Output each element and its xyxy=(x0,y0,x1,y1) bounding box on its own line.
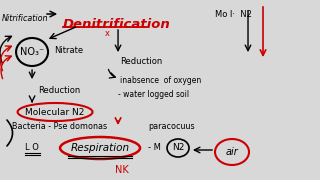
Text: Respiration: Respiration xyxy=(70,143,130,153)
Text: Nitrification: Nitrification xyxy=(2,14,49,23)
Text: Reduction: Reduction xyxy=(38,86,80,95)
Text: NO₃⁻: NO₃⁻ xyxy=(20,47,44,57)
Text: Denitrification: Denitrification xyxy=(63,18,171,31)
Text: Bacteria - Pse domonas: Bacteria - Pse domonas xyxy=(12,122,107,131)
Text: inabsence  of oxygen: inabsence of oxygen xyxy=(120,76,201,85)
Text: air: air xyxy=(226,147,238,157)
Text: Molecular N2: Molecular N2 xyxy=(25,107,85,116)
Text: Mo l·  N2: Mo l· N2 xyxy=(215,10,252,19)
Text: NK: NK xyxy=(115,165,129,175)
Text: - M: - M xyxy=(148,143,161,152)
Text: paracocuus: paracocuus xyxy=(148,122,195,131)
Text: - water logged soil: - water logged soil xyxy=(118,90,189,99)
Text: Reduction: Reduction xyxy=(120,57,162,66)
Text: Nitrate: Nitrate xyxy=(54,46,83,55)
Text: N2: N2 xyxy=(172,143,184,152)
Text: L O: L O xyxy=(25,143,39,152)
Text: x: x xyxy=(105,29,109,38)
